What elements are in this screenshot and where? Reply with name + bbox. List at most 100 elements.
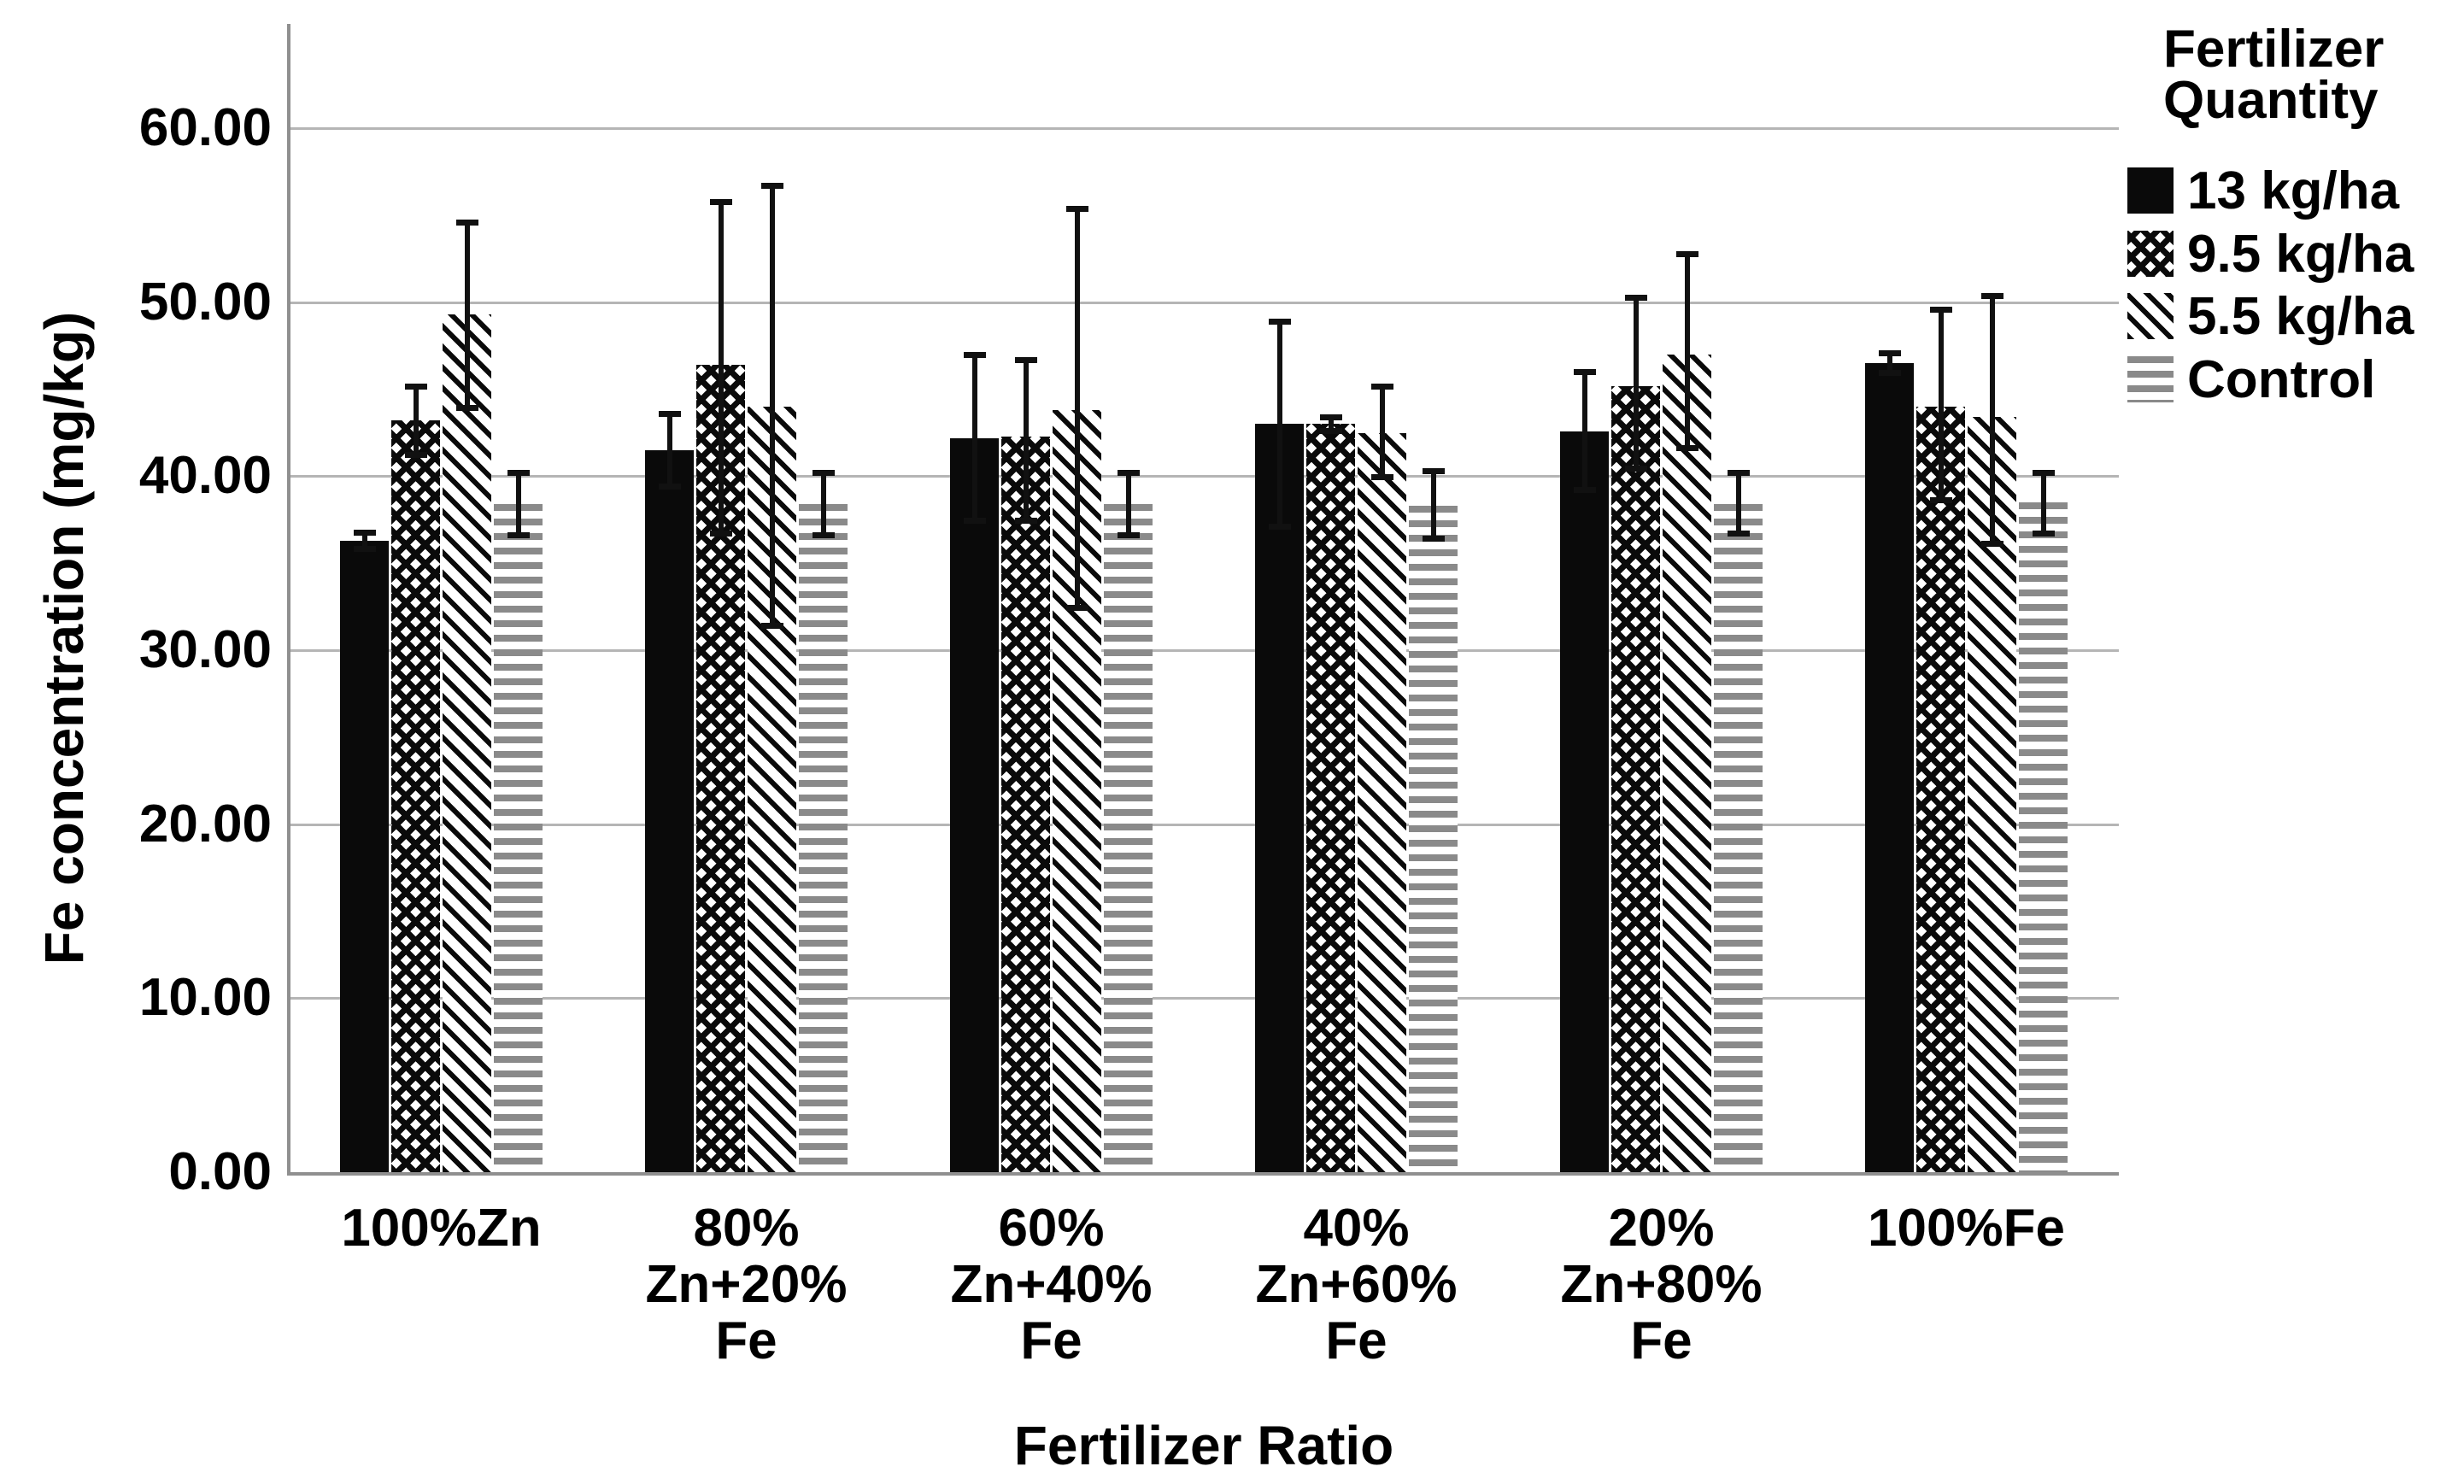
error-bar-cap-bottom bbox=[709, 530, 732, 537]
y-tick-label-20: 20.00 bbox=[138, 794, 272, 853]
error-bar bbox=[1633, 296, 1639, 470]
x-tick-label-line: Zn+60% bbox=[1255, 1255, 1458, 1314]
error-bar-cap-top bbox=[1980, 292, 2003, 299]
bar-13-kg-ha-c2 bbox=[645, 449, 694, 1172]
legend-item-9-5-kg-ha: 9.5 kg/ha bbox=[2127, 225, 2414, 284]
error-bar bbox=[1125, 472, 1131, 536]
legend-swatch-diagonal-icon bbox=[2127, 293, 2174, 339]
bar-13-kg-ha-c3 bbox=[950, 437, 999, 1172]
bar-13-kg-ha-c6 bbox=[1865, 363, 1914, 1172]
y-tick-label-50: 50.00 bbox=[138, 272, 272, 331]
error-bar-cap-top bbox=[1422, 468, 1445, 475]
error-bar-cap-bottom bbox=[963, 518, 986, 525]
bar-5-5-kg-ha-c5 bbox=[1663, 354, 1711, 1172]
error-bar bbox=[1735, 472, 1741, 534]
x-tick-label-line: Zn+40% bbox=[950, 1255, 1153, 1314]
bar-13-kg-ha-c5 bbox=[1560, 431, 1609, 1172]
error-bar bbox=[1328, 417, 1334, 431]
error-bar-cap-bottom bbox=[1065, 605, 1088, 612]
error-bar-cap-bottom bbox=[658, 483, 681, 490]
bar-9-5-kg-ha-c4 bbox=[1306, 424, 1355, 1172]
error-bar bbox=[1989, 295, 1995, 544]
error-bar bbox=[464, 222, 470, 409]
x-axis-line bbox=[287, 1172, 2119, 1176]
gridline-60 bbox=[287, 127, 2119, 131]
error-bar-cap-bottom bbox=[507, 531, 530, 538]
error-bar-cap-top bbox=[1268, 319, 1291, 326]
bar-9-5-kg-ha-c5 bbox=[1611, 385, 1660, 1172]
x-tick-label-5: 20% Zn+80% Fe bbox=[1448, 1200, 1875, 1370]
x-tick-label-line: Fe bbox=[1325, 1311, 1387, 1370]
gridline-50 bbox=[287, 301, 2119, 304]
error-bar bbox=[971, 354, 977, 522]
y-tick-label-10: 10.00 bbox=[138, 968, 272, 1028]
error-bar-cap-bottom bbox=[1980, 540, 2003, 547]
error-bar-cap-top bbox=[658, 411, 681, 418]
error-bar bbox=[1581, 372, 1587, 490]
error-bar bbox=[1379, 385, 1385, 478]
bar-5-5-kg-ha-c1 bbox=[443, 314, 491, 1172]
x-tick-label-line: 20% bbox=[1608, 1199, 1715, 1258]
error-bar-cap-top bbox=[1727, 470, 1750, 477]
x-axis-title: Fertilizer Ratio bbox=[1013, 1415, 1394, 1476]
error-bar bbox=[820, 472, 826, 536]
error-bar bbox=[769, 185, 775, 626]
x-tick-label-1: 100%Zn bbox=[228, 1200, 655, 1257]
error-bar-cap-top bbox=[1014, 357, 1037, 364]
bar-control-c3 bbox=[1104, 504, 1153, 1172]
bar-control-c4 bbox=[1409, 506, 1458, 1172]
gridline-10 bbox=[287, 997, 2119, 1000]
x-tick-label-3: 60% Zn+40% Fe bbox=[838, 1200, 1265, 1370]
error-bar-cap-top bbox=[1878, 349, 1901, 356]
error-bar-cap-top bbox=[1370, 383, 1393, 390]
error-bar bbox=[1430, 471, 1436, 539]
error-bar-cap-bottom bbox=[760, 622, 783, 629]
error-bar bbox=[1684, 253, 1690, 449]
x-tick-label-line: 100%Zn bbox=[341, 1199, 542, 1258]
error-bar-cap-top bbox=[353, 529, 376, 536]
legend-label: 5.5 kg/ha bbox=[2187, 286, 2414, 346]
gridline-30 bbox=[287, 649, 2119, 653]
x-tick-label-6: 100%Fe bbox=[1753, 1200, 2180, 1257]
error-bar-cap-bottom bbox=[1929, 496, 1952, 503]
error-bar-cap-bottom bbox=[1370, 474, 1393, 481]
gridline-40 bbox=[287, 475, 2119, 478]
error-bar-cap-top bbox=[404, 383, 427, 390]
error-bar bbox=[666, 414, 672, 487]
x-tick-label-2: 80% Zn+20% Fe bbox=[533, 1200, 960, 1370]
gridline-20 bbox=[287, 823, 2119, 826]
error-bar bbox=[2040, 472, 2046, 534]
bar-control-c1 bbox=[494, 504, 543, 1172]
x-tick-label-4: 40% Zn+60% Fe bbox=[1143, 1200, 1570, 1370]
error-bar-cap-top bbox=[1319, 414, 1342, 421]
y-axis-title: Fe concentration (mg/kg) bbox=[33, 311, 95, 965]
y-tick-label-30: 30.00 bbox=[138, 620, 272, 680]
error-bar-cap-top bbox=[760, 183, 783, 190]
bar-5-5-kg-ha-c3 bbox=[1053, 410, 1101, 1172]
x-tick-label-line: Zn+20% bbox=[645, 1255, 848, 1314]
x-tick-label-line: Fe bbox=[1630, 1311, 1693, 1370]
x-tick-label-line: 100%Fe bbox=[1868, 1199, 2065, 1258]
legend-item-5-5-kg-ha: 5.5 kg/ha bbox=[2127, 287, 2414, 346]
error-bar bbox=[1074, 208, 1080, 609]
error-bar bbox=[1886, 352, 1892, 374]
error-bar-cap-bottom bbox=[1573, 486, 1596, 493]
y-tick-label-60: 60.00 bbox=[138, 98, 272, 158]
error-bar-cap-bottom bbox=[1675, 444, 1698, 451]
error-bar-cap-bottom bbox=[404, 452, 427, 459]
error-bar bbox=[1023, 360, 1029, 522]
error-bar-cap-bottom bbox=[1727, 530, 1750, 537]
legend-item-control: Control bbox=[2127, 350, 2375, 409]
x-tick-label-line: 60% bbox=[998, 1199, 1105, 1258]
error-bar-cap-top bbox=[1117, 470, 1140, 477]
error-bar-cap-top bbox=[1573, 369, 1596, 376]
error-bar-cap-bottom bbox=[1117, 531, 1140, 538]
error-bar bbox=[515, 472, 521, 536]
legend-item-13-kg-ha: 13 kg/ha bbox=[2127, 161, 2399, 220]
x-tick-label-line: Fe bbox=[715, 1311, 777, 1370]
error-bar-cap-top bbox=[1929, 306, 1952, 313]
y-tick-label-40: 40.00 bbox=[138, 446, 272, 506]
y-axis-line bbox=[287, 24, 290, 1176]
legend-swatch-hstripes-icon bbox=[2127, 356, 2174, 402]
error-bar bbox=[361, 531, 367, 549]
